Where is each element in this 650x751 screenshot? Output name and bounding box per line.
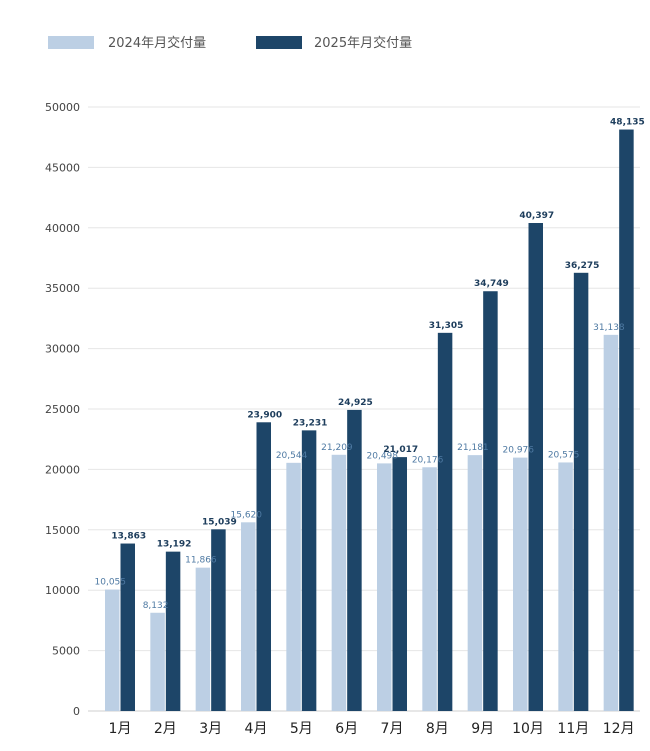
x-tick-label: 3月 <box>199 721 222 737</box>
legend-swatch-2025 <box>256 36 302 49</box>
y-tick-label: 25000 <box>45 403 80 416</box>
x-tick-label: 8月 <box>426 721 449 737</box>
bar-2025 <box>437 332 453 711</box>
y-axis-ticks: 0 5000 10000 15000 20000 25000 30000 35000 40000… <box>45 101 80 718</box>
y-tick-label: 10000 <box>45 584 80 597</box>
y-tick-label: 20000 <box>45 463 80 476</box>
data-label: 21,181 <box>457 443 489 453</box>
bars <box>105 129 634 712</box>
bar-2025 <box>301 430 317 711</box>
data-label: 10,055 <box>95 578 127 588</box>
data-labels: 10,055 13,863 8,132 13,192 11,866 15,03915,62… <box>95 118 645 611</box>
data-label: 21,017 <box>383 445 418 455</box>
data-label: 15,039 <box>202 517 237 527</box>
data-label: 20,976 <box>503 446 535 456</box>
bar-2024 <box>558 462 573 711</box>
bar-2024 <box>603 334 619 711</box>
x-tick-label: 6月 <box>335 721 358 737</box>
x-axis-ticks: 1月 2月 3月 4月 5月 6月 7月 8月 9月 10月 11月 12月 <box>109 721 635 737</box>
bar-2024 <box>513 457 528 711</box>
data-label: 34,749 <box>474 279 509 289</box>
bar-2024 <box>331 454 347 711</box>
x-tick-label: 12月 <box>603 721 635 737</box>
x-tick-label: 1月 <box>109 721 132 737</box>
data-label: 40,397 <box>519 211 554 221</box>
data-label: 36,275 <box>565 261 600 271</box>
bar-2024 <box>241 522 256 711</box>
data-label: 23,900 <box>247 410 282 420</box>
x-tick-label: 5月 <box>290 721 313 737</box>
bar-2024 <box>422 467 437 711</box>
bar-2025 <box>573 272 589 711</box>
bar-2025 <box>256 422 271 711</box>
legend-label-2025: 2025年月交付量 <box>314 35 412 51</box>
bar-2024 <box>377 463 392 711</box>
bar-2025 <box>528 223 543 711</box>
y-tick-label: 40000 <box>45 222 80 235</box>
y-tick-label: 45000 <box>45 161 80 174</box>
data-label: 8,132 <box>143 601 169 611</box>
bar-2025 <box>165 551 181 711</box>
y-tick-label: 5000 <box>52 645 80 658</box>
data-label: 31,305 <box>429 321 464 331</box>
data-label: 15,620 <box>231 510 263 520</box>
data-label: 13,192 <box>157 540 192 550</box>
bar-2024 <box>105 589 120 711</box>
bar-2024 <box>195 567 211 711</box>
legend: 2024年月交付量 2025年月交付量 <box>48 35 412 51</box>
data-label: 13,863 <box>111 532 146 542</box>
bar-2025 <box>483 291 498 711</box>
bar-2024 <box>467 455 483 711</box>
bar-2025 <box>120 543 135 711</box>
bar-2024 <box>286 462 301 711</box>
data-label: 20,176 <box>412 455 444 465</box>
data-label: 23,231 <box>293 418 328 428</box>
bar-2025 <box>619 129 634 712</box>
data-label: 20,498 <box>367 451 399 461</box>
x-tick-label: 7月 <box>381 721 404 737</box>
legend-swatch-2024 <box>48 36 94 49</box>
x-tick-label: 10月 <box>512 721 544 737</box>
bar-2025 <box>392 457 407 711</box>
y-tick-label: 0 <box>73 705 80 718</box>
data-label: 24,925 <box>338 398 373 408</box>
data-label: 48,135 <box>610 118 645 128</box>
y-tick-label: 35000 <box>45 282 80 295</box>
y-tick-label: 30000 <box>45 343 80 356</box>
data-label: 11,866 <box>185 556 217 566</box>
data-label: 20,544 <box>276 451 308 461</box>
y-tick-label: 15000 <box>45 524 80 537</box>
bar-2025 <box>211 529 226 711</box>
data-label: 31,138 <box>593 323 625 333</box>
x-tick-label: 4月 <box>245 721 268 737</box>
y-tick-label: 50000 <box>45 101 80 114</box>
legend-label-2024: 2024年月交付量 <box>108 35 206 51</box>
x-tick-label: 2月 <box>154 721 177 737</box>
x-tick-label: 11月 <box>557 721 589 737</box>
data-label: 20,575 <box>548 450 580 460</box>
data-label: 21,209 <box>321 443 353 453</box>
bar-2025 <box>347 409 362 711</box>
bar-2024 <box>150 612 165 711</box>
x-tick-label: 9月 <box>471 721 494 737</box>
